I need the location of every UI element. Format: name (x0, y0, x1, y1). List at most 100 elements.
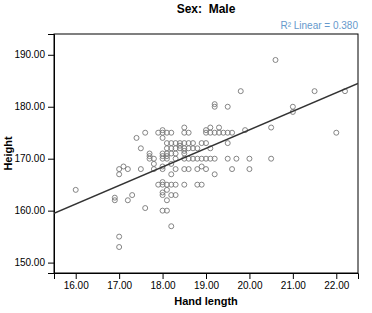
tick-label: 190.00 (14, 49, 45, 60)
tick-label: 170.00 (14, 153, 45, 164)
point (269, 125, 274, 130)
tick-mark (336, 273, 337, 279)
point (169, 130, 174, 135)
x-axis: 16.00 17.00 18.00 19.00 20.00 21.00 22.00 (55, 273, 359, 291)
point (173, 193, 178, 198)
regression-line (54, 83, 358, 213)
point (117, 245, 122, 250)
point (125, 167, 130, 172)
y-axis-title: Height (2, 136, 14, 171)
y-axis: 150.00 160.00 170.00 180.00 190.00 (14, 35, 54, 274)
point (247, 167, 252, 172)
point (212, 102, 217, 107)
point (182, 125, 187, 130)
point (151, 156, 156, 161)
tick-label: 17.00 (107, 280, 132, 291)
point (208, 125, 213, 130)
tick: 21.00 (281, 273, 306, 291)
point (134, 135, 139, 140)
point (143, 206, 148, 211)
tick: 19.00 (194, 273, 219, 291)
tick-mark (48, 107, 54, 108)
chart: 16.00 17.00 18.00 19.00 20.00 21.00 22.00 150.0… (0, 0, 372, 313)
point (138, 146, 143, 151)
tick-label: 180.00 (14, 101, 45, 112)
tick: 150.00 (14, 257, 54, 268)
tick: 20.00 (237, 273, 262, 291)
point (164, 198, 169, 203)
tick-mark (48, 55, 54, 56)
point (204, 141, 209, 146)
tick-label: 22.00 (324, 280, 349, 291)
tick: 190.00 (14, 49, 54, 60)
point (230, 130, 235, 135)
point (199, 182, 204, 187)
point (186, 167, 191, 172)
point (225, 141, 230, 146)
point (117, 172, 122, 177)
point (230, 167, 235, 172)
point (130, 193, 135, 198)
point (147, 151, 152, 156)
point (73, 187, 78, 192)
point (173, 167, 178, 172)
tick-mark (206, 273, 207, 279)
point (117, 234, 122, 239)
annotation: R² Linear = 0.380 (280, 20, 358, 31)
point (247, 156, 252, 161)
tick-label: 18.00 (151, 280, 176, 291)
tick: 16.00 (64, 273, 89, 291)
point (217, 125, 222, 130)
marks (54, 57, 358, 249)
tick-mark (48, 211, 54, 212)
tick-label: 150.00 (14, 257, 45, 268)
point (160, 135, 165, 140)
point (151, 161, 156, 166)
tick: 22.00 (324, 273, 349, 291)
point (212, 156, 217, 161)
point (125, 198, 130, 203)
point (169, 172, 174, 177)
scatter-series (73, 57, 347, 249)
tick-mark (48, 159, 54, 160)
tick: 180.00 (14, 101, 54, 112)
tick-mark (249, 273, 250, 279)
tick: 17.00 (107, 273, 132, 291)
point (238, 89, 243, 94)
tick-label: 19.00 (194, 280, 219, 291)
tick-mark (76, 273, 77, 279)
point (186, 130, 191, 135)
plot-frame (54, 34, 358, 273)
tick-label: 21.00 (281, 280, 306, 291)
axis-line (48, 35, 55, 274)
point (164, 187, 169, 192)
point (334, 130, 339, 135)
tick: 18.00 (151, 273, 176, 291)
point (204, 167, 209, 172)
x-axis-title: Hand length (174, 295, 238, 307)
point (273, 57, 278, 62)
tick: 160.00 (14, 205, 54, 216)
point (312, 89, 317, 94)
point (190, 141, 195, 146)
tick-label: 20.00 (237, 280, 262, 291)
tick-mark (163, 273, 164, 279)
tick-mark (119, 273, 120, 279)
tick-label: 16.00 (64, 280, 89, 291)
point (225, 156, 230, 161)
point (234, 156, 239, 161)
point (112, 195, 117, 200)
tick-mark (293, 273, 294, 279)
point (269, 156, 274, 161)
axis-line (55, 274, 359, 280)
point (182, 182, 187, 187)
point (225, 104, 230, 109)
point (164, 208, 169, 213)
title: Sex: Male (177, 2, 236, 16)
point (169, 224, 174, 229)
point (212, 172, 217, 177)
tick: 170.00 (14, 153, 54, 164)
point (173, 151, 178, 156)
plot: 16.00 17.00 18.00 19.00 20.00 21.00 22.00 150.0… (14, 34, 358, 291)
point (143, 130, 148, 135)
